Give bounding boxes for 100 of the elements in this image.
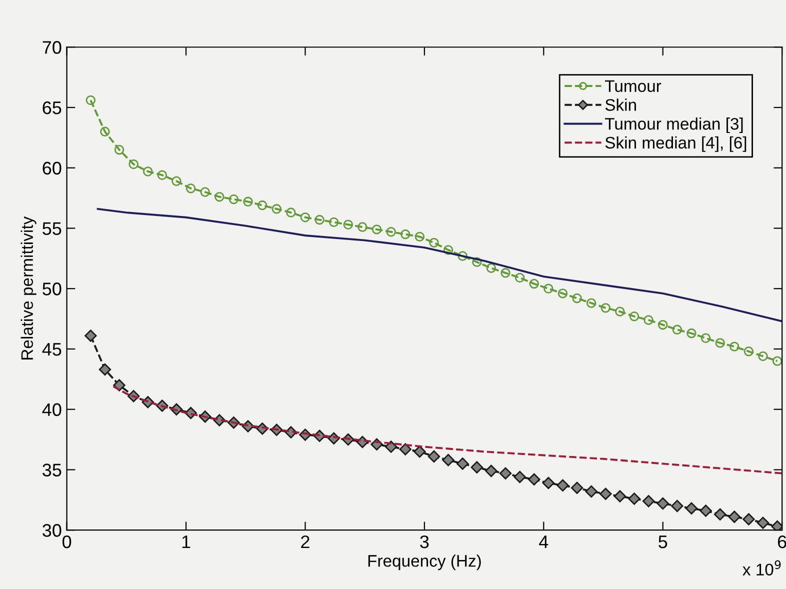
point <box>84 330 97 342</box>
y-tick-label: 30 <box>42 524 62 537</box>
legend-label: Skin <box>605 98 636 111</box>
y-tick-label: 60 <box>42 162 62 175</box>
point <box>243 196 253 207</box>
point <box>570 482 584 494</box>
point <box>615 306 625 316</box>
point <box>671 500 684 512</box>
point <box>730 342 740 352</box>
point <box>514 470 526 484</box>
point <box>100 126 110 137</box>
point <box>358 222 368 232</box>
point <box>272 204 282 214</box>
x-tick-label: 4 <box>539 536 548 548</box>
point <box>157 170 168 180</box>
x-tick-label: 3 <box>420 535 429 548</box>
point <box>286 208 296 218</box>
point <box>186 184 196 194</box>
point <box>758 351 768 362</box>
point <box>443 245 454 255</box>
point <box>600 488 612 500</box>
point <box>642 495 655 508</box>
x-tick-label: 0 <box>62 535 72 548</box>
point <box>456 458 469 470</box>
point <box>214 192 224 202</box>
point <box>414 232 425 242</box>
point <box>458 251 468 261</box>
line-series <box>96 208 782 322</box>
point <box>414 446 426 458</box>
y-tick-label: 55 <box>42 222 62 235</box>
y-axis-title: Relative permittivity <box>20 216 36 360</box>
point <box>686 328 696 338</box>
point <box>629 312 640 322</box>
point <box>756 516 770 529</box>
point <box>528 473 540 486</box>
y-tick-label: 35 <box>42 464 62 476</box>
point <box>685 502 698 514</box>
point <box>529 278 539 289</box>
point <box>586 298 596 308</box>
y-tick-label: 40 <box>42 403 62 416</box>
point <box>257 200 268 210</box>
y-tick-label: 45 <box>42 343 62 356</box>
legend-label: Tumour <box>604 80 662 92</box>
point <box>172 176 182 186</box>
point <box>728 510 740 523</box>
point <box>499 467 512 480</box>
point <box>429 238 439 248</box>
point <box>386 227 396 237</box>
point <box>628 492 640 505</box>
point <box>485 464 498 478</box>
point <box>372 224 382 234</box>
point <box>228 194 239 204</box>
point <box>143 166 153 176</box>
point <box>542 476 555 490</box>
point <box>585 485 598 498</box>
point <box>486 263 496 273</box>
y-tick-label: 65 <box>42 101 62 114</box>
point <box>428 450 440 463</box>
point <box>715 338 725 348</box>
text: x 10$^{9}$ <box>742 560 781 576</box>
point <box>600 303 610 313</box>
point <box>86 95 96 106</box>
point <box>714 508 726 520</box>
point <box>470 461 483 474</box>
point <box>500 268 510 278</box>
point <box>742 513 755 526</box>
x-tick-label: 6 <box>778 535 786 548</box>
point <box>656 497 669 510</box>
point <box>128 159 138 170</box>
point <box>614 490 626 502</box>
point <box>472 257 482 267</box>
point <box>700 504 712 517</box>
point <box>544 284 554 294</box>
x-axis-title: Frequency (Hz) <box>368 554 481 570</box>
point <box>558 288 568 298</box>
point <box>556 479 569 492</box>
point <box>644 315 654 325</box>
legend-label: Skin median [4], [6] <box>605 136 746 152</box>
point <box>442 454 454 466</box>
point <box>700 333 711 343</box>
y-tick-label: 70 <box>42 41 62 54</box>
x-tick-label: 5 <box>658 536 668 548</box>
point <box>300 212 310 222</box>
legend-label: Tumour median [3] <box>604 118 743 134</box>
point <box>98 363 112 376</box>
point <box>114 144 124 155</box>
x-tick-label: 2 <box>301 535 310 548</box>
point <box>200 187 210 197</box>
point <box>672 324 682 335</box>
point <box>328 217 339 228</box>
point <box>514 272 525 283</box>
point <box>772 356 782 366</box>
point <box>384 440 398 453</box>
point <box>744 346 754 356</box>
point <box>658 320 668 330</box>
point <box>343 220 354 230</box>
x-tick-label: 1 <box>182 536 190 548</box>
y-tick-label: 50 <box>42 282 62 296</box>
point <box>400 229 410 240</box>
point <box>399 443 412 456</box>
